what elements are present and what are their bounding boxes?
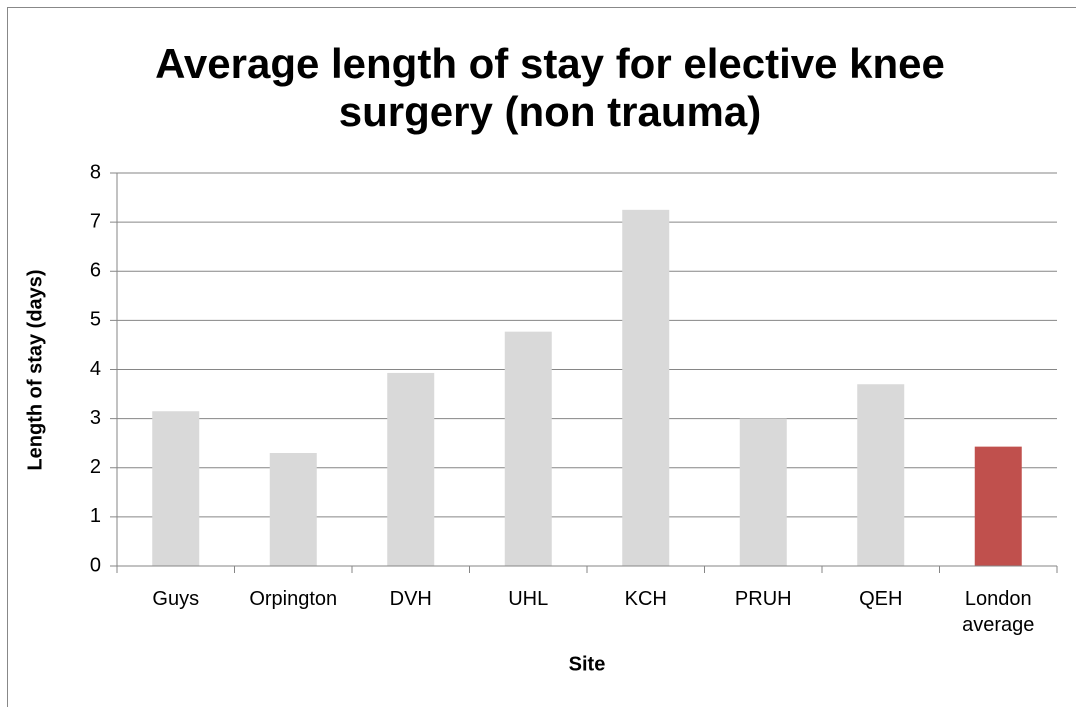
y-tick-label: 4 [90, 358, 101, 380]
x-tick-label: QEH [859, 588, 903, 610]
bar [387, 372, 435, 566]
y-tick-label: 5 [90, 309, 101, 331]
x-tick-label: UHL [508, 588, 549, 610]
y-tick-label: 2 [90, 456, 101, 478]
y-tick-label: 6 [90, 260, 101, 282]
y-axis-label: Length of stay (days) [24, 269, 46, 470]
x-tick-label: KCH [624, 588, 667, 610]
x-tick-label: PRUH [734, 588, 792, 610]
chart-frame [7, 7, 1076, 707]
y-tick-label: 1 [90, 505, 101, 527]
x-tick-label: DVH [389, 588, 432, 610]
x-tick-label: Orpington [249, 588, 338, 610]
chart-title: Average length of stay for elective knee… [155, 40, 945, 135]
bar [269, 453, 317, 566]
bar [622, 209, 670, 566]
bar [974, 446, 1022, 566]
y-tick-label: 3 [90, 407, 101, 429]
y-tick-label: 7 [90, 210, 101, 232]
y-tick-label: 0 [90, 554, 101, 576]
x-tick-label: London average [962, 588, 1035, 636]
x-axis-label: Site [569, 653, 606, 675]
bar [857, 384, 905, 566]
y-tick-label: 8 [90, 161, 101, 183]
x-tick-label: Guys [152, 588, 200, 610]
bar [739, 418, 787, 566]
bar [152, 411, 200, 566]
bar [504, 331, 552, 566]
